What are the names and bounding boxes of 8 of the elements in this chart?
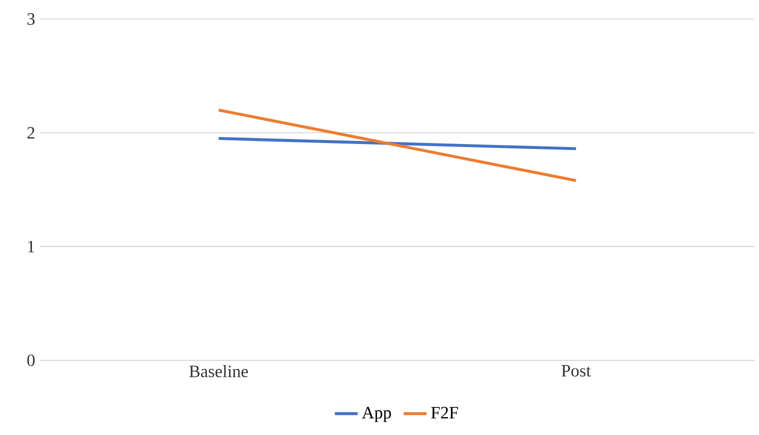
y-tick-label: 2 [27, 127, 34, 139]
y-tick-label: 1 [28, 240, 34, 252]
x-tick-label: Post [562, 365, 591, 377]
x-tick-label: Baseline [189, 365, 248, 378]
y-tick-label: 0 [27, 354, 35, 366]
legend-label: App [362, 406, 391, 422]
legend-label: F2F [431, 406, 458, 418]
y-tick-label: 3 [27, 13, 35, 25]
